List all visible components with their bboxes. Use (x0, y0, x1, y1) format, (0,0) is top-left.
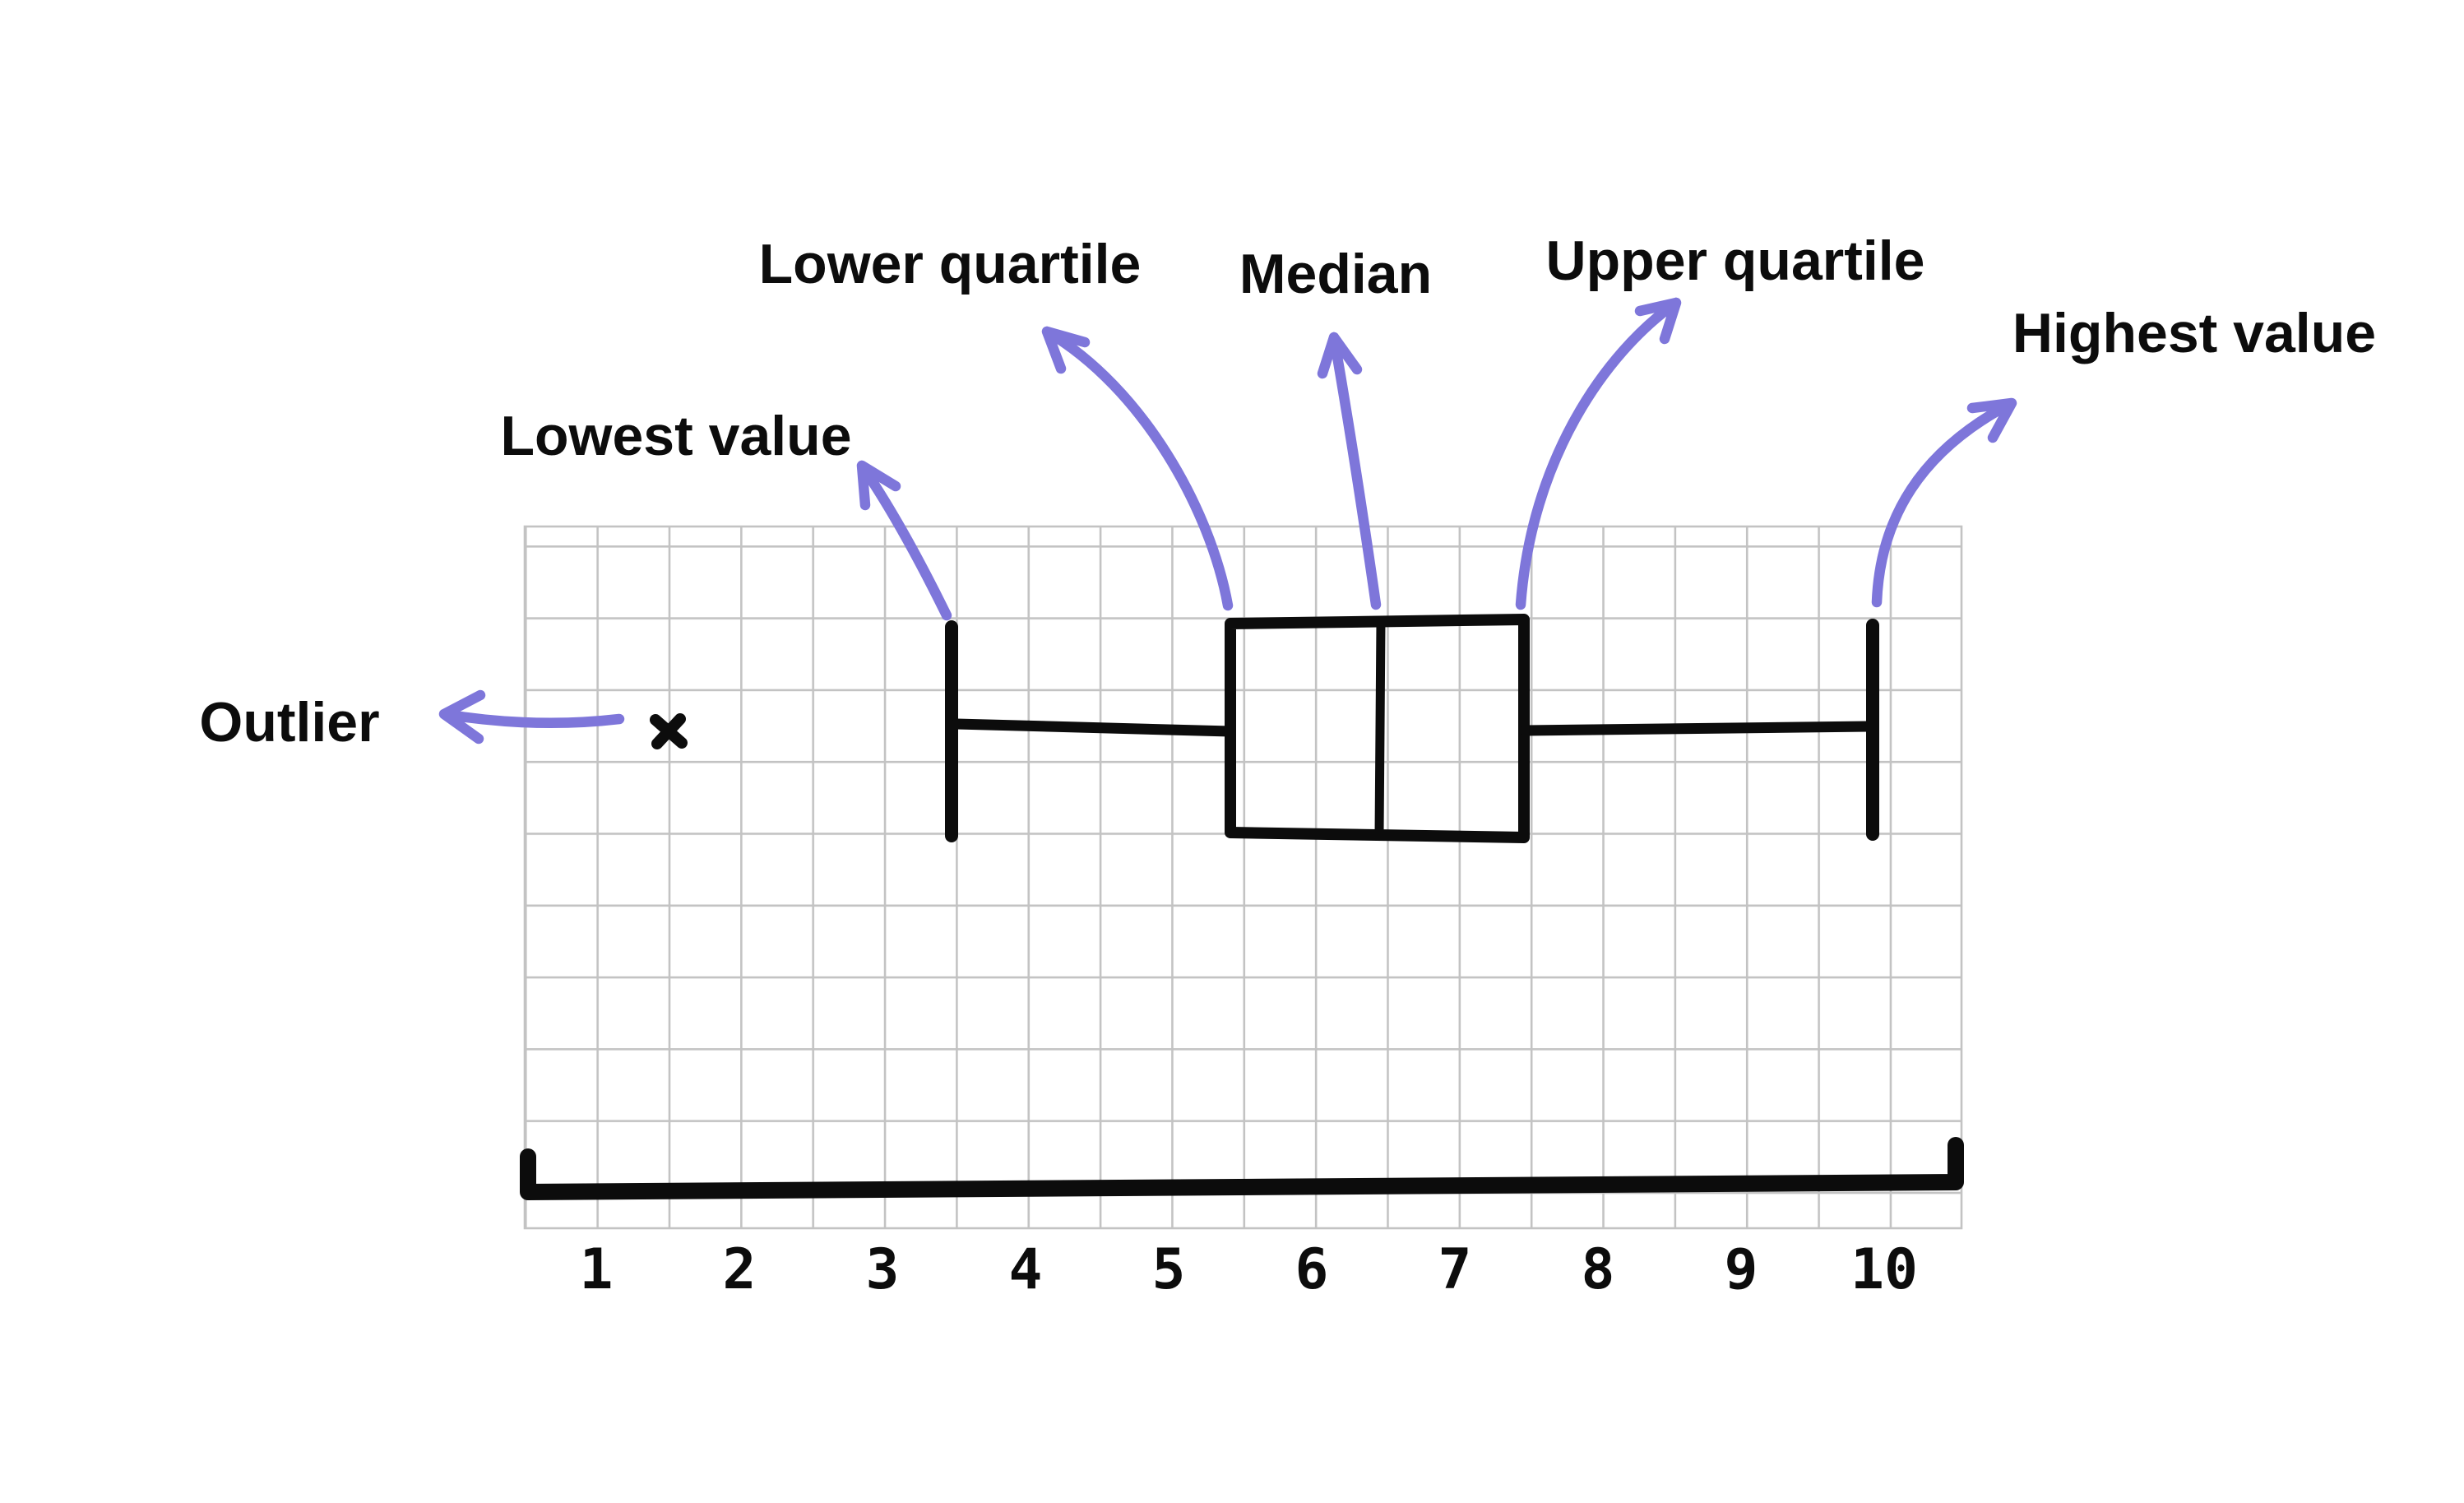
tick-3: 3 (866, 1237, 900, 1302)
annotation-labels: Lowest value Lower quartile Median Upper… (199, 230, 2376, 754)
tick-4: 4 (1009, 1237, 1043, 1302)
outlier-arrow (438, 689, 625, 745)
label-median: Median (1239, 243, 1432, 305)
annotation-arrows (438, 297, 2017, 745)
grid-area (523, 525, 1963, 1230)
lower-quartile-arrow (1041, 326, 1234, 611)
median-line (1374, 617, 1386, 839)
label-lower-quartile: Lower quartile (759, 233, 1142, 295)
label-highest-value: Highest value (2012, 302, 2376, 364)
outlier-x-mark (650, 713, 688, 749)
axis-line (520, 1137, 1964, 1200)
median-arrow (1317, 332, 1382, 610)
highest-value-arrow (1871, 397, 2017, 608)
lowest-value-arrow (856, 460, 952, 621)
label-lowest-value: Lowest value (500, 405, 851, 467)
whisker-right (1520, 721, 1874, 736)
tick-6: 6 (1295, 1237, 1329, 1302)
whisker-left (951, 718, 1236, 737)
grid (523, 525, 1963, 1230)
tick-9: 9 (1725, 1237, 1758, 1302)
tick-5: 5 (1152, 1237, 1186, 1302)
tick-1: 1 (580, 1237, 614, 1302)
tick-10: 10 (1850, 1237, 1918, 1302)
tick-8: 8 (1582, 1237, 1615, 1302)
tick-7: 7 (1438, 1237, 1472, 1302)
iqr-box (1225, 614, 1530, 843)
label-upper-quartile: Upper quartile (1546, 230, 1925, 292)
tick-2: 2 (723, 1237, 757, 1302)
label-outlier: Outlier (199, 691, 379, 754)
upper-quartile-arrow (1515, 297, 1682, 610)
boxplot (520, 614, 1964, 1200)
axis-tick-labels: 1 2 3 4 5 6 7 8 9 10 (580, 1237, 1918, 1302)
